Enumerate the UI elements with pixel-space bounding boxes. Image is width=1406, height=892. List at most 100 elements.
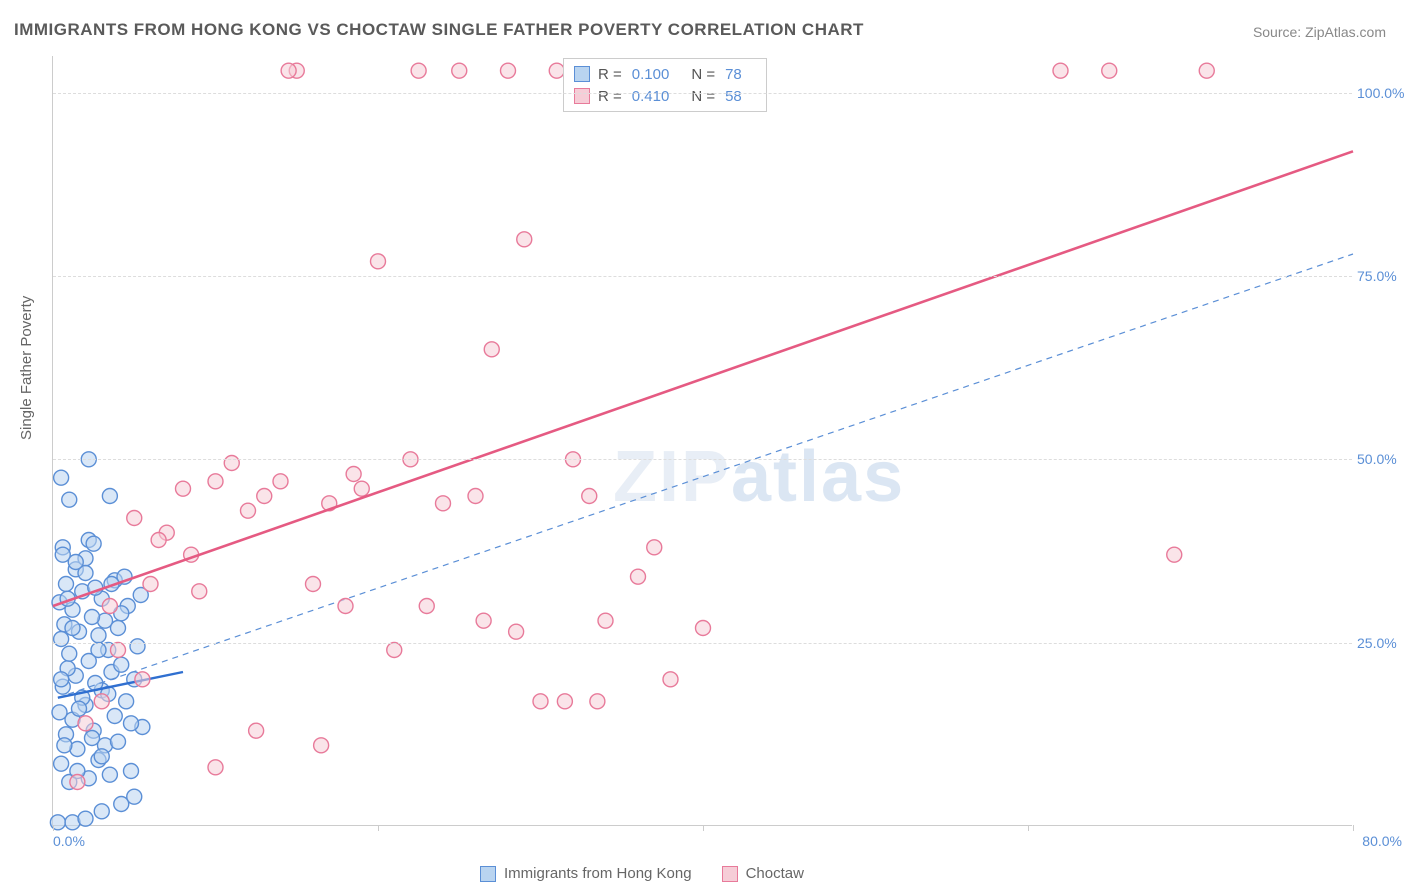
legend-swatch-1 xyxy=(574,88,590,104)
data-point xyxy=(281,63,296,78)
data-point xyxy=(54,756,69,771)
legend-bottom-label-0: Immigrants from Hong Kong xyxy=(504,865,692,882)
data-point xyxy=(54,632,69,647)
data-point xyxy=(631,569,646,584)
gridline xyxy=(53,459,1352,460)
data-point xyxy=(419,599,434,614)
data-point xyxy=(192,584,207,599)
data-point xyxy=(411,63,426,78)
data-point xyxy=(59,577,74,592)
data-point xyxy=(338,599,353,614)
n-label: N = xyxy=(691,88,715,105)
legend-stats-box: R = 0.100 N = 78 R = 0.410 N = 58 xyxy=(563,58,767,112)
data-point xyxy=(176,481,191,496)
data-point xyxy=(501,63,516,78)
data-point xyxy=(151,533,166,548)
r-label: R = xyxy=(598,66,622,83)
gridline xyxy=(53,93,1352,94)
gridline xyxy=(53,276,1352,277)
n-label: N = xyxy=(691,66,715,83)
data-point xyxy=(598,613,613,628)
data-point xyxy=(62,646,77,661)
data-point xyxy=(696,621,711,636)
data-point xyxy=(557,694,572,709)
data-point xyxy=(72,701,87,716)
source-attribution: Source: ZipAtlas.com xyxy=(1253,24,1386,40)
legend-stats-row-0: R = 0.100 N = 78 xyxy=(574,63,756,85)
data-point xyxy=(85,610,100,625)
data-point xyxy=(371,254,386,269)
data-point xyxy=(70,775,85,790)
chart-plot-area: ZIPatlas R = 0.100 N = 78 R = 0.410 N = … xyxy=(52,56,1352,826)
r-label: R = xyxy=(598,88,622,105)
data-point xyxy=(249,723,264,738)
data-point xyxy=(78,716,93,731)
data-point xyxy=(436,496,451,511)
data-point xyxy=(314,738,329,753)
data-point xyxy=(257,489,272,504)
data-point xyxy=(1167,547,1182,562)
data-point xyxy=(52,705,67,720)
legend-bottom-swatch-0 xyxy=(480,866,496,882)
legend-swatch-0 xyxy=(574,66,590,82)
xtick-label: 80.0% xyxy=(1362,833,1402,849)
xtick-label: 0.0% xyxy=(53,833,85,849)
data-point xyxy=(127,789,142,804)
scatter-svg xyxy=(53,56,1352,825)
data-point xyxy=(111,734,126,749)
data-point xyxy=(127,511,142,526)
data-point xyxy=(78,811,93,826)
chart-title: IMMIGRANTS FROM HONG KONG VS CHOCTAW SIN… xyxy=(14,20,864,40)
data-point xyxy=(484,342,499,357)
data-point xyxy=(354,481,369,496)
data-point xyxy=(62,492,77,507)
data-point xyxy=(54,470,69,485)
xtick xyxy=(53,825,54,831)
ytick-label: 100.0% xyxy=(1357,85,1406,101)
legend-stats-row-1: R = 0.410 N = 58 xyxy=(574,85,756,107)
data-point xyxy=(208,474,223,489)
trend-line xyxy=(53,151,1353,606)
data-point xyxy=(130,639,145,654)
data-point xyxy=(85,731,100,746)
data-point xyxy=(91,628,106,643)
ytick-label: 50.0% xyxy=(1357,451,1406,467)
data-point xyxy=(1102,63,1117,78)
data-point xyxy=(65,621,80,636)
data-point xyxy=(94,749,109,764)
xtick xyxy=(378,825,379,831)
data-point xyxy=(306,577,321,592)
data-point xyxy=(91,643,106,658)
legend-bottom-label-1: Choctaw xyxy=(746,865,804,882)
data-point xyxy=(468,489,483,504)
data-point xyxy=(107,709,122,724)
n-value-0: 78 xyxy=(725,66,742,83)
xtick xyxy=(1353,825,1354,831)
r-value-1: 0.410 xyxy=(632,88,670,105)
data-point xyxy=(1199,63,1214,78)
data-point xyxy=(86,536,101,551)
data-point xyxy=(57,738,72,753)
data-point xyxy=(124,764,139,779)
data-point xyxy=(94,694,109,709)
data-point xyxy=(387,643,402,658)
xtick xyxy=(1028,825,1029,831)
data-point xyxy=(476,613,491,628)
n-value-1: 58 xyxy=(725,88,742,105)
data-point xyxy=(273,474,288,489)
data-point xyxy=(452,63,467,78)
data-point xyxy=(241,503,256,518)
data-point xyxy=(208,760,223,775)
data-point xyxy=(102,599,117,614)
data-point xyxy=(647,540,662,555)
y-axis-label: Single Father Poverty xyxy=(18,296,35,440)
data-point xyxy=(119,694,134,709)
data-point xyxy=(102,767,117,782)
ytick-label: 75.0% xyxy=(1357,268,1406,284)
data-point xyxy=(517,232,532,247)
data-point xyxy=(143,577,158,592)
data-point xyxy=(102,489,117,504)
data-point xyxy=(346,467,361,482)
data-point xyxy=(549,63,564,78)
ytick-label: 25.0% xyxy=(1357,635,1406,651)
